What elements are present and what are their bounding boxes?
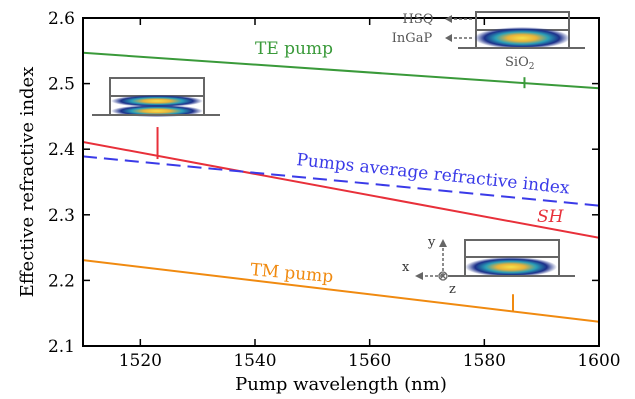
axis-label-z: z	[449, 282, 456, 297]
y-tick-label-3: 2.4	[48, 140, 75, 160]
axis-label-x: x	[402, 260, 410, 275]
sh-label: SH	[537, 207, 565, 227]
sio2-label: SiO2	[505, 55, 534, 72]
x-axis-title: Pump wavelength (nm)	[235, 374, 447, 395]
y-tick-label-4: 2.5	[48, 75, 75, 95]
x-tick-label-3: 1580	[463, 351, 506, 371]
x-tick-label-2: 1560	[348, 351, 391, 371]
series-line-0	[83, 51, 599, 90]
te-pump-label: TE pump	[255, 39, 333, 59]
tm-mode-inset: y x z	[402, 235, 575, 297]
marker-layer	[156, 77, 526, 312]
series-line-2	[83, 155, 599, 207]
y-axis-title: Effective refractive index	[17, 67, 38, 298]
x-tick-label-0: 1520	[119, 351, 162, 371]
ingap-label: InGaP	[392, 31, 433, 46]
average-index-label: Pumps average refractive index	[295, 150, 570, 199]
y-tick-label-5: 2.6	[48, 9, 75, 29]
sh-mode-inset	[92, 77, 220, 117]
series-layer	[83, 51, 599, 323]
coordinate-axes: y x z	[402, 235, 456, 297]
tick-layer: 1520 1540 1560 1580 1600 2.1 2.2 2.3 2.4 2.5 2.6	[48, 9, 621, 371]
x-tick-label-4: 1600	[577, 351, 620, 371]
series-line-3	[83, 259, 599, 323]
hsq-label: HSQ	[403, 12, 434, 27]
series-line-1	[83, 141, 599, 239]
tm-pump-label: TM pump	[250, 260, 335, 287]
y-tick-label-2: 2.3	[48, 206, 75, 226]
x-tick-label-1: 1540	[233, 351, 276, 371]
te-mode-inset: HSQ InGaP SiO2	[392, 11, 585, 72]
y-tick-label-0: 2.1	[48, 337, 75, 357]
axis-label-y: y	[427, 235, 436, 250]
plot-frame	[82, 17, 600, 347]
y-tick-label-1: 2.2	[48, 271, 75, 291]
